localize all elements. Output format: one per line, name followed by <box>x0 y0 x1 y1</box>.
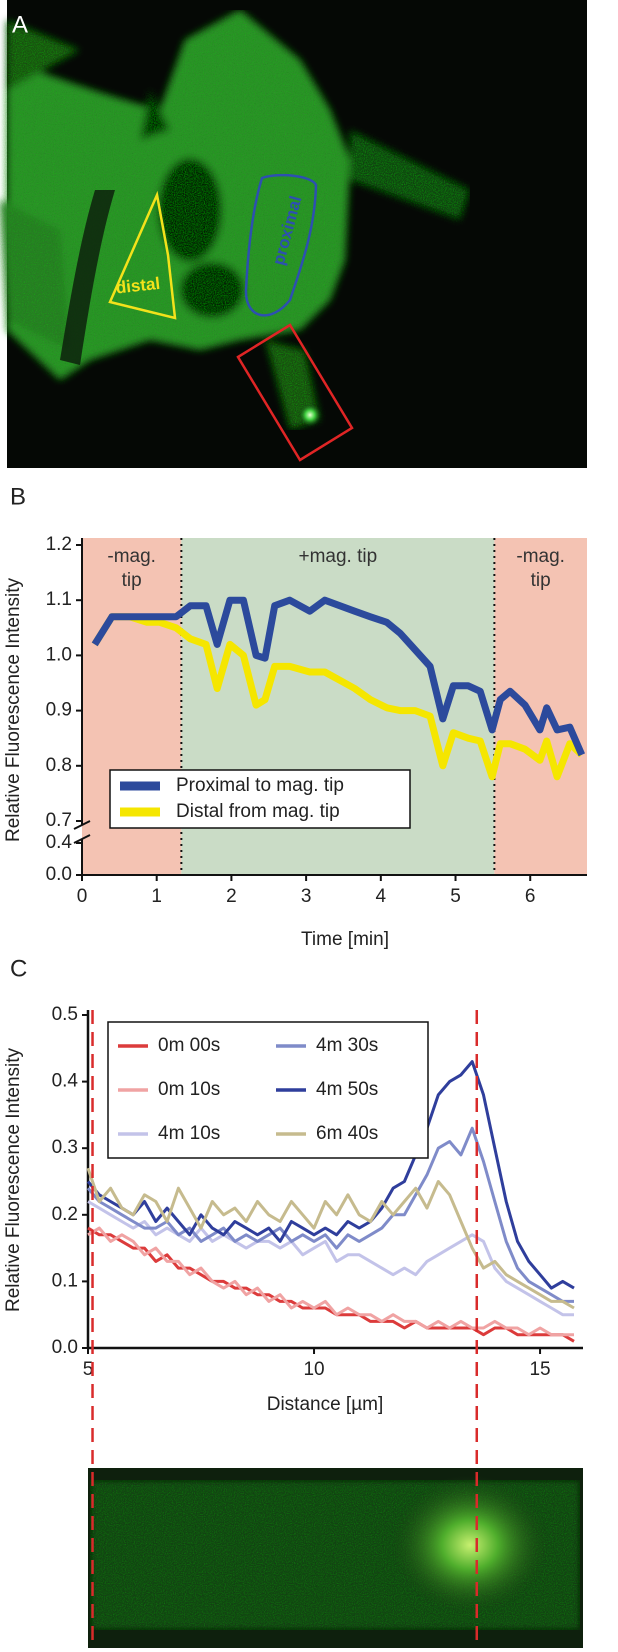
y-axis-title: Relative Fluorescence Intensity <box>3 577 24 842</box>
annotation: distal <box>115 274 161 298</box>
x-tick-label: 4 <box>376 886 387 907</box>
legend-label: 0m 10s <box>158 1079 220 1100</box>
x-tick-label: 5 <box>83 1359 94 1380</box>
series-line <box>86 1167 575 1310</box>
legend-label: 6m 40s <box>316 1123 378 1144</box>
x-tick-label: 15 <box>529 1359 550 1380</box>
y-tick-label: 1.2 <box>46 534 72 555</box>
y-tick-label: 0.2 <box>52 1204 78 1225</box>
legend-label: 0m 00s <box>158 1035 220 1056</box>
legend-label: 4m 10s <box>158 1123 220 1144</box>
x-axis-title: Distance [µm] <box>267 1394 384 1415</box>
x-tick-label: 5 <box>450 886 461 907</box>
y-tick-label: 1.0 <box>46 644 72 665</box>
x-tick-label: 2 <box>226 886 237 907</box>
x-tick-label: 10 <box>303 1359 324 1380</box>
axis-break <box>73 834 91 844</box>
series-line <box>87 1226 575 1343</box>
series-line <box>86 1126 574 1303</box>
strip-image <box>88 1468 583 1648</box>
region <box>494 538 587 875</box>
x-axis-title: Time [min] <box>301 929 389 950</box>
panel-label: A <box>12 11 28 38</box>
series-line <box>91 596 586 757</box>
y-tick-label: 0.8 <box>46 755 72 776</box>
x-tick-label: 1 <box>151 886 162 907</box>
legend-box <box>109 769 411 829</box>
y-tick-label: 1.1 <box>46 589 72 610</box>
y-axis-title: Relative Fluorescence Intensity <box>3 1047 24 1312</box>
y-tick-label: 0.4 <box>46 832 73 853</box>
y-tick-label: 0.3 <box>52 1137 78 1158</box>
series-line <box>86 1060 575 1290</box>
region-label: -mag. tip <box>516 546 565 591</box>
y-tick-label: 0.7 <box>46 810 72 831</box>
series-line <box>91 613 585 781</box>
legend-label: 4m 30s <box>316 1035 378 1056</box>
y-tick-label: 0.5 <box>52 1004 78 1025</box>
axis-break <box>73 820 91 830</box>
proximal-roi <box>244 173 318 317</box>
distal-roi <box>108 190 177 320</box>
legend-box <box>107 1021 429 1159</box>
y-tick-label: 0.1 <box>52 1270 78 1291</box>
tip-roi <box>236 323 354 462</box>
panel-label: B <box>10 483 26 510</box>
series-line <box>87 1226 574 1337</box>
region-label: +mag. tip <box>298 546 378 567</box>
panel-label: C <box>10 955 27 982</box>
x-tick-label: 3 <box>301 886 312 907</box>
y-tick-label: 0.0 <box>46 864 72 885</box>
x-tick-label: 6 <box>525 886 536 907</box>
x-tick-label: 0 <box>77 886 88 907</box>
legend-label: Distal from mag. tip <box>176 801 340 822</box>
cells <box>0 10 470 430</box>
legend-label: 4m 50s <box>316 1079 378 1100</box>
y-tick-label: 0.4 <box>52 1071 79 1092</box>
region-label: -mag. tip <box>107 546 156 591</box>
legend-label: Proximal to mag. tip <box>176 775 344 796</box>
y-tick-label: 0.9 <box>46 700 72 721</box>
y-tick-label: 0.0 <box>52 1337 78 1358</box>
